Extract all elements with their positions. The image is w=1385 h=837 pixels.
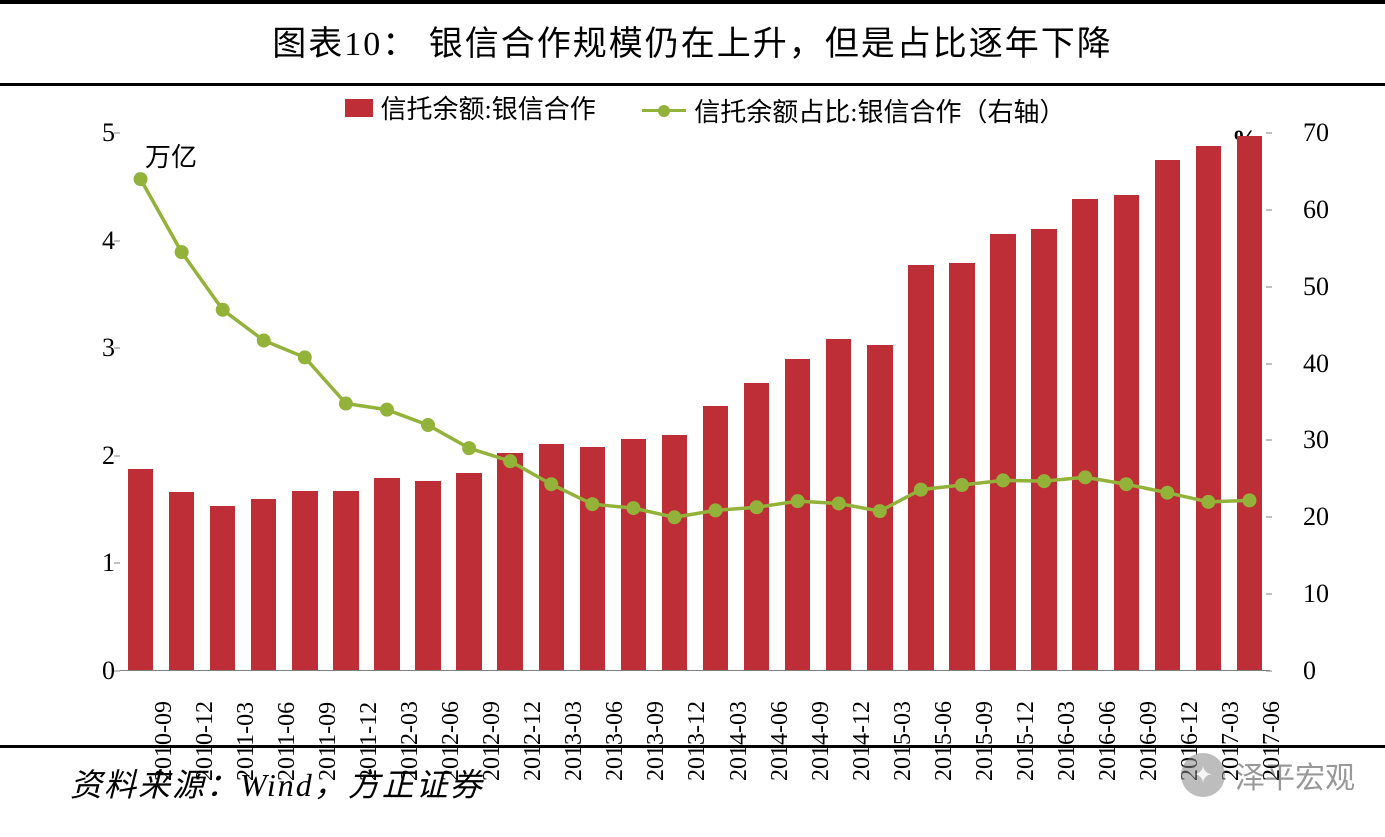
x-tick-label: 2016-09 xyxy=(1136,701,1163,781)
x-tick-label: 2012-12 xyxy=(520,701,547,781)
x-axis-line xyxy=(120,670,1270,671)
y-left-tick: 3 xyxy=(60,333,115,363)
chart-area: 信托余额:银信合作 信托余额占比:银信合作（右轴） 万亿 % 012345 01… xyxy=(60,75,1350,735)
x-tick-label: 2015-12 xyxy=(1013,701,1040,781)
x-tick-label: 2015-06 xyxy=(931,701,958,781)
line-marker xyxy=(914,483,928,497)
line-marker xyxy=(873,504,887,518)
line-marker xyxy=(1119,477,1133,491)
line-marker xyxy=(626,501,640,515)
line-marker xyxy=(750,500,764,514)
y-right-tick: 40 xyxy=(1303,349,1358,379)
y-right-tick: 20 xyxy=(1303,502,1358,532)
y-left-tick: 4 xyxy=(60,226,115,256)
line-marker xyxy=(503,454,517,468)
line-marker xyxy=(339,397,353,411)
y-left-tick-mark xyxy=(114,455,120,456)
legend-bar-label: 信托余额:银信合作 xyxy=(381,89,596,126)
y-right-tick-mark xyxy=(1266,440,1272,441)
y-right-tick: 60 xyxy=(1303,195,1358,225)
y-left-tick: 2 xyxy=(60,441,115,471)
legend-line-item: 信托余额占比:银信合作（右轴） xyxy=(642,92,1065,129)
y-left-tick: 1 xyxy=(60,548,115,578)
watermark: ✦ 泽平宏观 xyxy=(1181,753,1355,797)
y-left-tick-mark xyxy=(114,240,120,241)
line-path xyxy=(141,179,1250,517)
y-right-ticks: 010203040506070 xyxy=(1295,133,1350,671)
figure-container: 图表10： 银信合作规模仍在上升，但是占比逐年下降 信托余额:银信合作 信托余额… xyxy=(0,0,1385,837)
line-marker xyxy=(1201,495,1215,509)
line-marker xyxy=(1078,470,1092,484)
y-right-tick: 30 xyxy=(1303,425,1358,455)
line-marker xyxy=(1037,474,1051,488)
line-marker xyxy=(544,477,558,491)
x-tick-label: 2016-03 xyxy=(1054,701,1081,781)
line-marker xyxy=(216,303,230,317)
x-tick-label: 2015-03 xyxy=(890,701,917,781)
y-right-tick-mark xyxy=(1266,363,1272,364)
y-right-tick-mark xyxy=(1266,133,1272,134)
line-marker xyxy=(257,334,271,348)
line-marker xyxy=(709,503,723,517)
line-marker xyxy=(791,494,805,508)
x-tick-label: 2013-12 xyxy=(684,701,711,781)
y-right-tick: 10 xyxy=(1303,579,1358,609)
y-left-tick-mark xyxy=(114,671,120,672)
y-right-tick-mark xyxy=(1266,671,1272,672)
line-marker xyxy=(298,350,312,364)
line-marker xyxy=(1160,486,1174,500)
line-marker xyxy=(134,172,148,186)
y-right-tick-mark xyxy=(1266,594,1272,595)
line-series xyxy=(120,133,1270,671)
y-left-tick-mark xyxy=(114,348,120,349)
line-marker xyxy=(175,245,189,259)
y-right-tick: 70 xyxy=(1303,118,1358,148)
legend-line-dot xyxy=(658,105,670,117)
y-right-tick-mark xyxy=(1266,209,1272,210)
line-marker xyxy=(996,473,1010,487)
x-tick-label: 2016-06 xyxy=(1095,701,1122,781)
bottom-rule xyxy=(0,745,1385,748)
line-marker xyxy=(955,478,969,492)
line-marker xyxy=(667,510,681,524)
y-right-tick: 0 xyxy=(1303,656,1358,686)
line-marker xyxy=(421,418,435,432)
legend: 信托余额:银信合作 信托余额占比:银信合作（右轴） xyxy=(60,89,1350,129)
plot-area xyxy=(120,133,1270,671)
y-left-ticks: 012345 xyxy=(60,133,115,671)
x-tick-label: 2014-06 xyxy=(767,701,794,781)
chart-title: 图表10： 银信合作规模仍在上升，但是占比逐年下降 xyxy=(0,16,1385,65)
x-tick-label: 2013-09 xyxy=(643,701,670,781)
y-left-tick-mark xyxy=(114,133,120,134)
legend-bar-item: 信托余额:银信合作 xyxy=(345,89,596,126)
y-left-tick: 0 xyxy=(60,656,115,686)
y-left-tick: 5 xyxy=(60,118,115,148)
y-left-tick-mark xyxy=(114,563,120,564)
line-marker xyxy=(380,403,394,417)
x-tick-label: 2014-09 xyxy=(808,701,835,781)
x-tick-label: 2014-03 xyxy=(726,701,753,781)
line-marker xyxy=(462,441,476,455)
line-marker xyxy=(1242,493,1256,507)
x-tick-label: 2014-12 xyxy=(849,701,876,781)
x-tick-label: 2015-09 xyxy=(972,701,999,781)
line-marker xyxy=(585,497,599,511)
title-bar: 图表10： 银信合作规模仍在上升，但是占比逐年下降 xyxy=(0,0,1385,86)
wechat-icon: ✦ xyxy=(1181,753,1225,797)
legend-line-swatch xyxy=(642,109,686,112)
y-right-tick: 50 xyxy=(1303,272,1358,302)
legend-line-label: 信托余额占比:银信合作（右轴） xyxy=(694,92,1065,129)
line-marker xyxy=(832,496,846,510)
y-right-tick-mark xyxy=(1266,286,1272,287)
x-tick-label: 2013-03 xyxy=(561,701,588,781)
y-right-tick-mark xyxy=(1266,517,1272,518)
source-text: 资料来源：Wind，方正证券 xyxy=(70,760,484,806)
watermark-text: 泽平宏观 xyxy=(1235,753,1355,797)
x-tick-label: 2013-06 xyxy=(602,701,629,781)
legend-bar-swatch xyxy=(345,99,373,117)
